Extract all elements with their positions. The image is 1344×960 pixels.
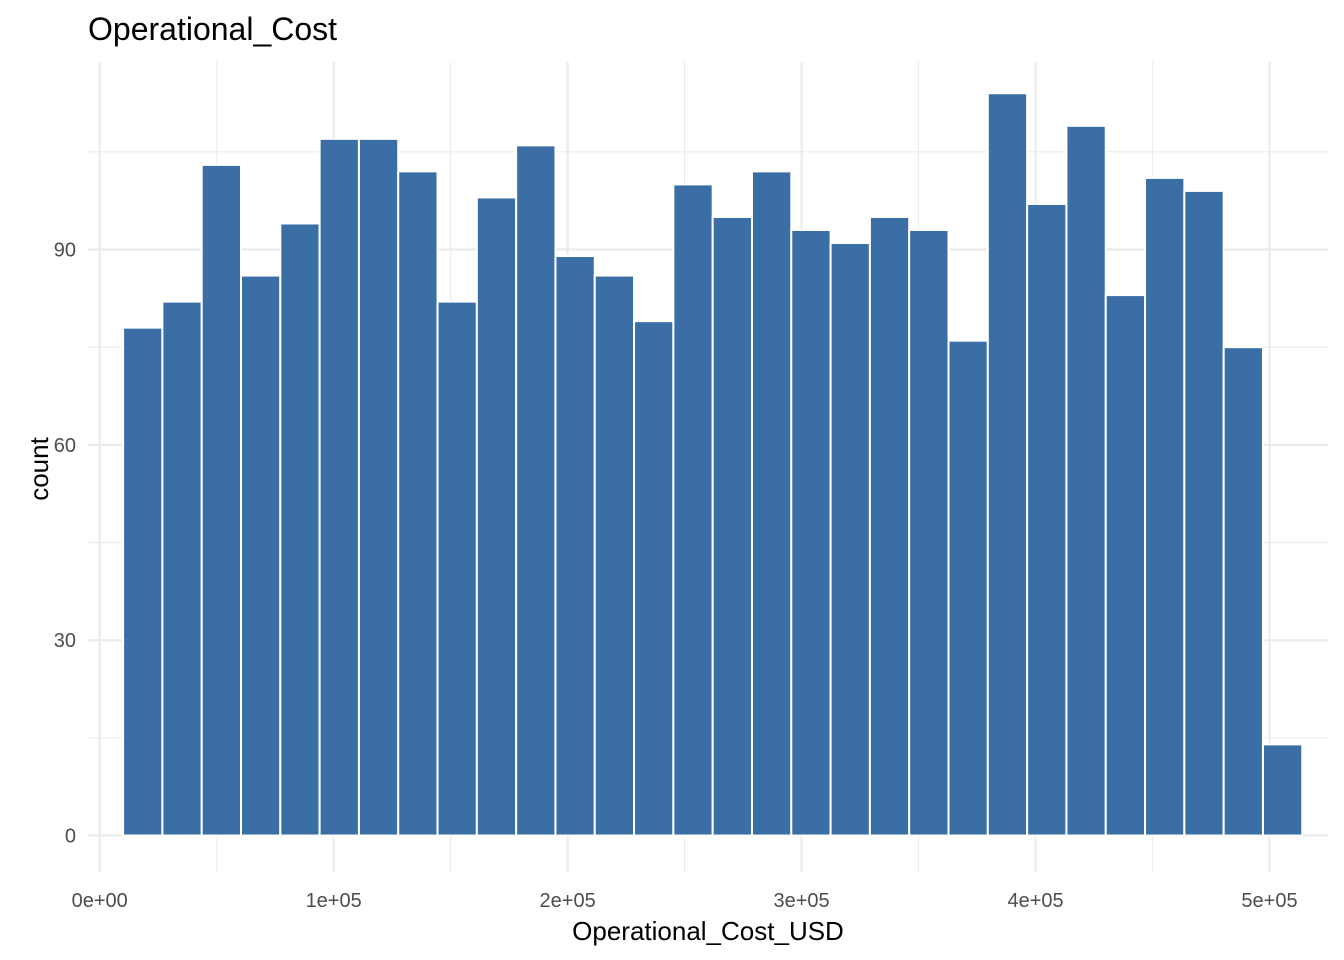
histogram-bar [515,144,557,837]
histogram-bar [711,215,753,837]
histogram-bar [790,228,832,837]
histogram-bar [279,222,321,837]
y-tick-label: 30 [54,630,76,652]
histogram-bar [750,170,793,837]
histogram-bar [947,339,989,837]
histogram-bar [1144,176,1186,837]
histogram-bar [1183,189,1225,837]
histogram-bar [1222,346,1264,837]
histogram-bar [200,163,243,837]
y-tick-label: 60 [54,435,76,457]
x-tick-label: 2e+05 [540,890,596,912]
x-tick-label: 0e+00 [72,890,128,912]
x-tick-label: 5e+05 [1241,890,1297,912]
histogram-bar [397,170,439,837]
histogram-bar [357,137,400,837]
histogram-bar [868,215,911,837]
chart-title: Operational_Cost [88,11,337,47]
histogram-bar [908,228,950,837]
histogram-bar [1065,124,1107,837]
histogram-bar [161,300,203,837]
histogram-bar [1104,294,1147,837]
y-axis-title: count [24,436,54,500]
y-tick-label: 90 [54,240,76,262]
histogram-bar [122,326,164,837]
histogram-bar [986,92,1029,837]
histogram-bar [436,300,478,837]
histogram-bar [829,242,871,837]
histogram-bar [1261,743,1304,837]
tick-labels: 0 30 60 90 0e+00 1e+05 2e+05 3e+05 4e+05 5e+05 [54,240,1298,912]
x-tick-label: 1e+05 [306,890,362,912]
histogram-bar [554,255,596,837]
histogram-bar [240,274,282,837]
histogram-bar [593,274,636,837]
histogram-bars [122,92,1304,837]
histogram-bar [633,320,675,837]
y-tick-label: 0 [65,826,76,848]
histogram-bar [672,183,714,837]
x-tick-label: 4e+05 [1007,890,1063,912]
histogram-bar [318,137,360,837]
x-axis-title: Operational_Cost_USD [572,916,844,946]
histogram-bar [1026,202,1068,837]
x-tick-label: 3e+05 [773,890,829,912]
histogram-bar [475,196,518,837]
